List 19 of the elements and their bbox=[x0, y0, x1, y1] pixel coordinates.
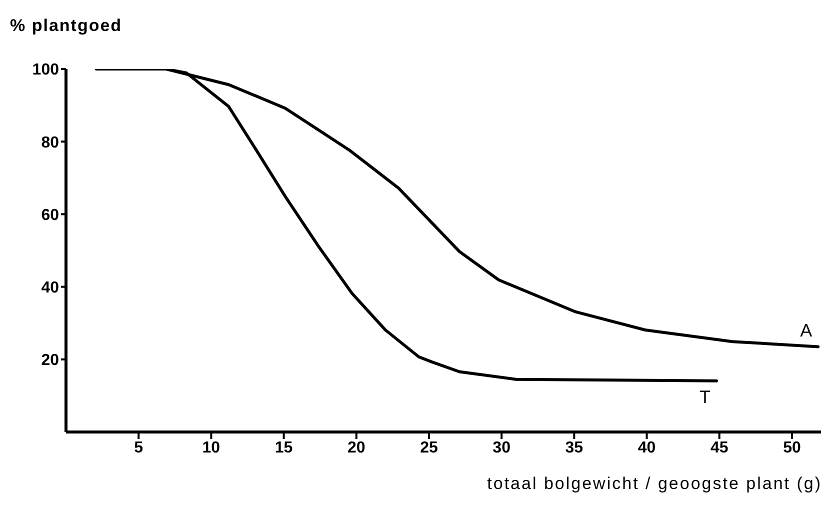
x-tick-label: 20 bbox=[347, 439, 366, 456]
x-tick-label: 15 bbox=[274, 439, 293, 456]
x-tick-label: 50 bbox=[783, 439, 801, 456]
x-tick-label: 45 bbox=[710, 439, 728, 456]
y-tick-label: 80 bbox=[41, 134, 60, 152]
y-tick-label: 100 bbox=[32, 62, 60, 79]
x-tick-label: 40 bbox=[638, 439, 656, 456]
series-label: T bbox=[699, 386, 710, 407]
x-tick-label: 25 bbox=[420, 439, 438, 456]
x-axis-title: totaal bolgewicht / geoogste plant (g) bbox=[487, 474, 822, 494]
y-tick-label: 20 bbox=[41, 352, 60, 370]
y-axis-title: % plantgoed bbox=[10, 16, 122, 36]
x-tick-label: 5 bbox=[134, 439, 144, 456]
series-label: A bbox=[800, 320, 812, 341]
x-tick-label: 35 bbox=[565, 439, 584, 456]
y-tick-label: 40 bbox=[41, 279, 60, 296]
x-tick-label: 30 bbox=[492, 439, 511, 456]
x-tick-label: 10 bbox=[202, 439, 220, 456]
y-tick-label: 60 bbox=[41, 206, 60, 224]
